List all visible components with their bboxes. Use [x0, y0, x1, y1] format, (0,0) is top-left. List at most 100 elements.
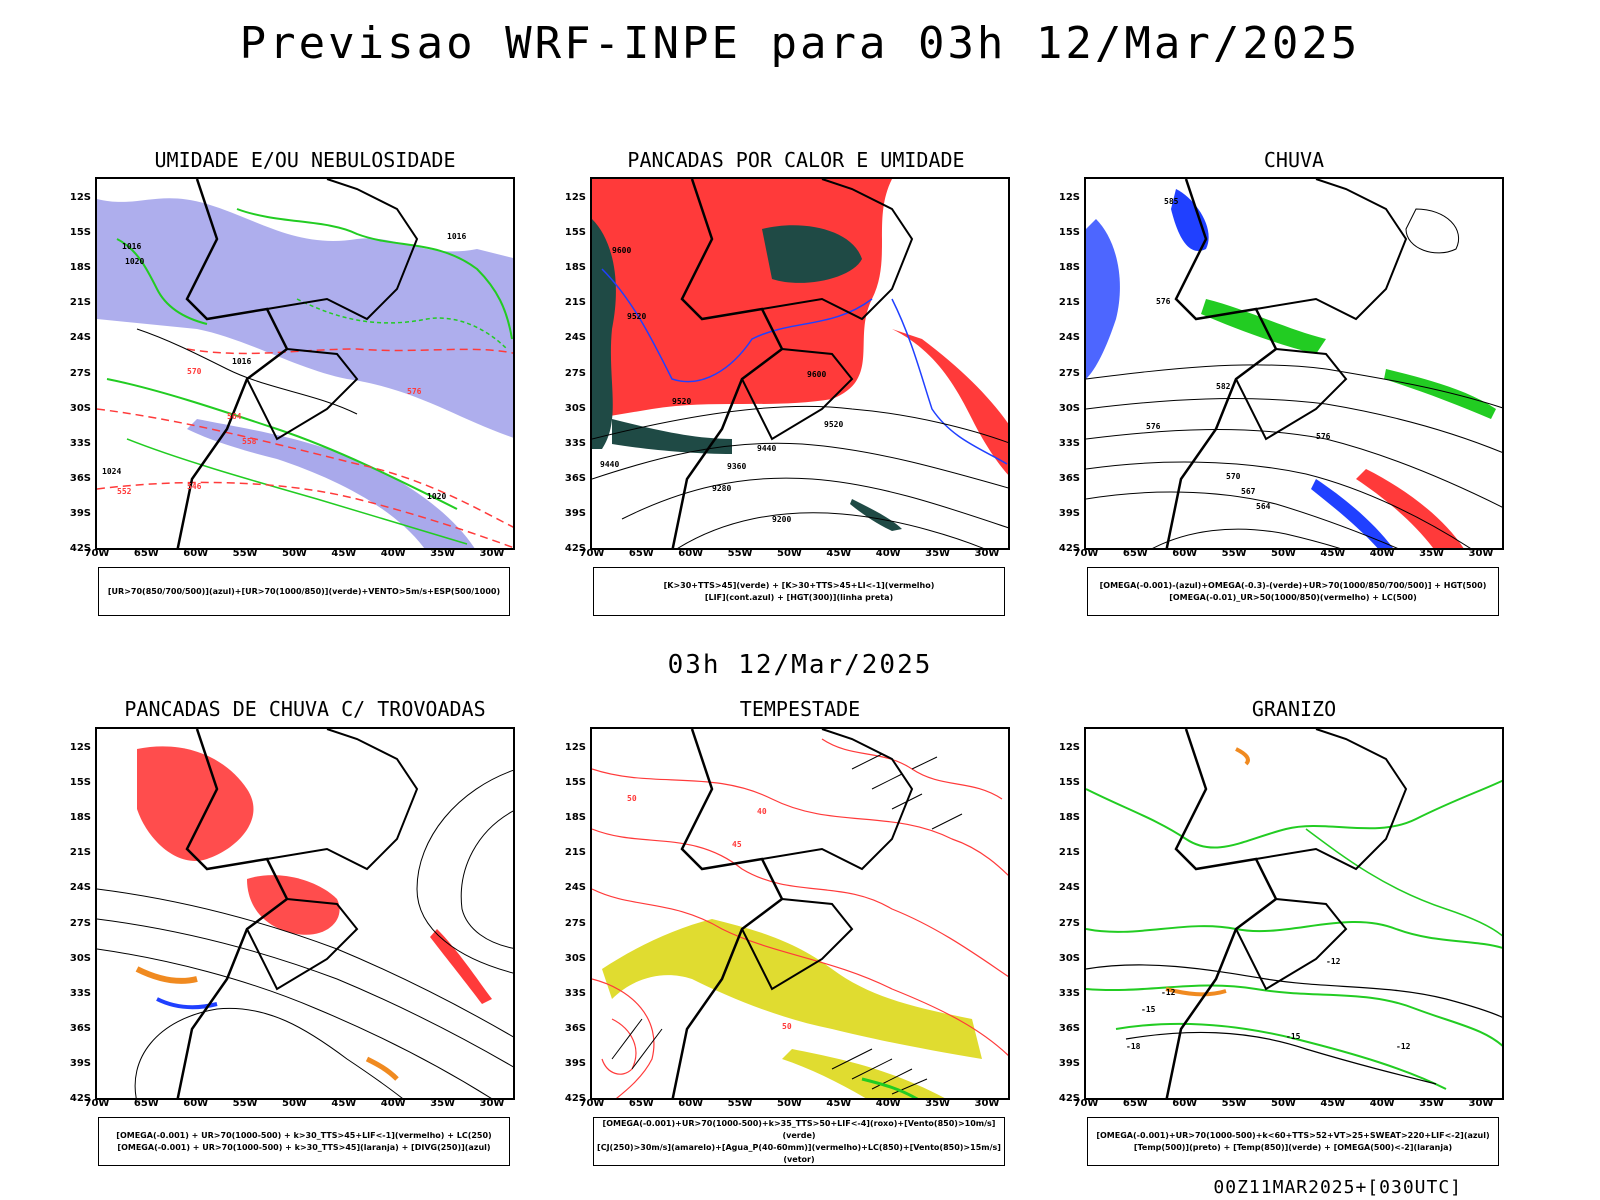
- lon-tick-label: 45W: [826, 1098, 852, 1109]
- svg-text:45: 45: [732, 840, 742, 849]
- map-tempestade: 50 40 45 50: [590, 727, 1010, 1100]
- svg-text:582: 582: [1216, 382, 1231, 391]
- lat-tick-label: 21S: [564, 297, 586, 309]
- lat-tick-label: 33S: [1058, 437, 1080, 449]
- run-timestamp: 00Z11MAR2025+[030UTC]: [1213, 1177, 1462, 1198]
- lat-tick-label: 15S: [69, 777, 91, 789]
- svg-text:558: 558: [242, 437, 257, 446]
- svg-text:1016: 1016: [232, 357, 251, 366]
- lat-tick-label: 27S: [1058, 917, 1080, 929]
- lon-tick-label: 45W: [331, 1098, 357, 1109]
- lat-tick-label: 27S: [69, 917, 91, 929]
- legend-umidade: [UR>70(850/700/500)](azul)+[UR>70(1000/8…: [98, 567, 510, 616]
- lat-tick-label: 33S: [564, 987, 586, 999]
- lon-tick-label: 60W: [678, 548, 704, 559]
- lon-tick-label: 65W: [1122, 1098, 1148, 1109]
- svg-text:570: 570: [187, 367, 202, 376]
- lat-tick-label: 39S: [564, 507, 586, 519]
- lat-tick-label: 27S: [69, 367, 91, 379]
- map-umidade: 1016 1020 1016 1024 1020 570 564 558 552…: [95, 177, 515, 550]
- svg-text:9440: 9440: [600, 460, 619, 469]
- lon-tick-label: 60W: [1172, 1098, 1198, 1109]
- lat-tick-label: 15S: [1058, 777, 1080, 789]
- lat-tick-label: 30S: [1058, 402, 1080, 414]
- svg-text:570: 570: [1226, 472, 1241, 481]
- lon-tick-label: 40W: [1369, 548, 1395, 559]
- lon-tick-label: 70W: [84, 1098, 110, 1109]
- lat-tick-label: 24S: [1058, 332, 1080, 344]
- svg-text:564: 564: [227, 412, 242, 421]
- lon-tick-label: 55W: [1221, 1098, 1247, 1109]
- lat-tick-label: 18S: [1058, 262, 1080, 274]
- lat-tick-label: 30S: [1058, 952, 1080, 964]
- lat-tick-label: 24S: [1058, 882, 1080, 894]
- svg-text:564: 564: [1256, 502, 1271, 511]
- lon-tick-label: 55W: [232, 548, 258, 559]
- lon-tick-label: 50W: [777, 1098, 802, 1109]
- panel-title-granizo: GRANIZO: [1251, 697, 1337, 721]
- lon-tick-label: 50W: [282, 1098, 307, 1109]
- map-chuva: 585 576 582 576 570 567 564 576: [1084, 177, 1504, 550]
- lat-tick-label: 21S: [1058, 847, 1080, 859]
- lat-tick-label: 12S: [1058, 192, 1080, 203]
- lat-tick-label: 42S: [69, 543, 91, 554]
- lon-tick-label: 70W: [84, 548, 110, 559]
- svg-text:1020: 1020: [427, 492, 446, 501]
- svg-text:576: 576: [407, 387, 422, 396]
- svg-text:-15: -15: [1286, 1032, 1301, 1041]
- lat-tick-label: 21S: [69, 297, 91, 309]
- panel-title-pancadas-calor: PANCADAS POR CALOR E UMIDADE: [627, 148, 965, 172]
- lat-tick-label: 18S: [69, 262, 91, 274]
- lat-tick-label: 21S: [1058, 297, 1080, 309]
- svg-text:-12: -12: [1396, 1042, 1411, 1051]
- lon-tick-label: 65W: [628, 1098, 654, 1109]
- panel-title-tempestade: TEMPESTADE: [739, 697, 861, 721]
- lat-tick-label: 24S: [69, 332, 91, 344]
- lat-tick-label: 33S: [1058, 987, 1080, 999]
- map-granizo: -15 -12 -18 -15 -12 -12: [1084, 727, 1504, 1100]
- svg-text:9440: 9440: [757, 444, 776, 453]
- svg-text:50: 50: [782, 1022, 792, 1031]
- lon-tick-label: 35W: [925, 1098, 951, 1109]
- lon-tick-label: 60W: [183, 548, 209, 559]
- svg-text:1016: 1016: [447, 232, 466, 241]
- svg-text:1024: 1024: [102, 467, 121, 476]
- lon-tick-label: 45W: [331, 548, 357, 559]
- lon-tick-label: 60W: [678, 1098, 704, 1109]
- lon-tick-label: 35W: [1419, 1098, 1445, 1109]
- svg-text:9280: 9280: [712, 484, 731, 493]
- svg-text:-15: -15: [1141, 1005, 1156, 1014]
- lon-tick-label: 55W: [1221, 548, 1247, 559]
- lat-tick-label: 12S: [564, 192, 586, 203]
- lat-tick-label: 36S: [564, 472, 586, 484]
- lon-tick-label: 55W: [232, 1098, 258, 1109]
- lon-tick-label: 40W: [1369, 1098, 1395, 1109]
- svg-text:585: 585: [1164, 197, 1179, 206]
- lon-tick-label: 35W: [430, 1098, 456, 1109]
- lat-tick-label: 39S: [69, 1057, 91, 1069]
- panel-title-trovoadas: PANCADAS DE CHUVA C/ TROVOADAS: [124, 697, 486, 721]
- lat-tick-label: 12S: [69, 742, 91, 753]
- lon-tick-label: 55W: [727, 548, 753, 559]
- lon-tick-label: 40W: [875, 1098, 901, 1109]
- lat-tick-label: 18S: [564, 262, 586, 274]
- lat-tick-label: 33S: [564, 437, 586, 449]
- lat-tick-label: 42S: [564, 543, 586, 554]
- panel-title-chuva: CHUVA: [1263, 148, 1325, 172]
- lat-tick-label: 21S: [69, 847, 91, 859]
- lon-tick-label: 45W: [1320, 548, 1346, 559]
- svg-text:576: 576: [1146, 422, 1161, 431]
- forecast-date-label: 03h 12/Mar/2025: [667, 650, 933, 680]
- lat-tick-label: 12S: [1058, 742, 1080, 753]
- lat-tick-label: 24S: [69, 882, 91, 894]
- lon-tick-label: 60W: [183, 1098, 209, 1109]
- panel-title-umidade: UMIDADE E/OU NEBULOSIDADE: [154, 148, 456, 172]
- svg-text:9520: 9520: [824, 420, 843, 429]
- lon-tick-label: 30W: [974, 548, 1000, 559]
- lon-tick-label: 30W: [974, 1098, 1000, 1109]
- lat-tick-label: 42S: [69, 1093, 91, 1104]
- svg-text:576: 576: [1156, 297, 1171, 306]
- lon-tick-label: 30W: [479, 1098, 505, 1109]
- legend-tempestade: [OMEGA(-0.001)+UR>70(1000-500)+k>35_TTS>…: [593, 1117, 1005, 1166]
- lon-tick-label: 65W: [133, 548, 159, 559]
